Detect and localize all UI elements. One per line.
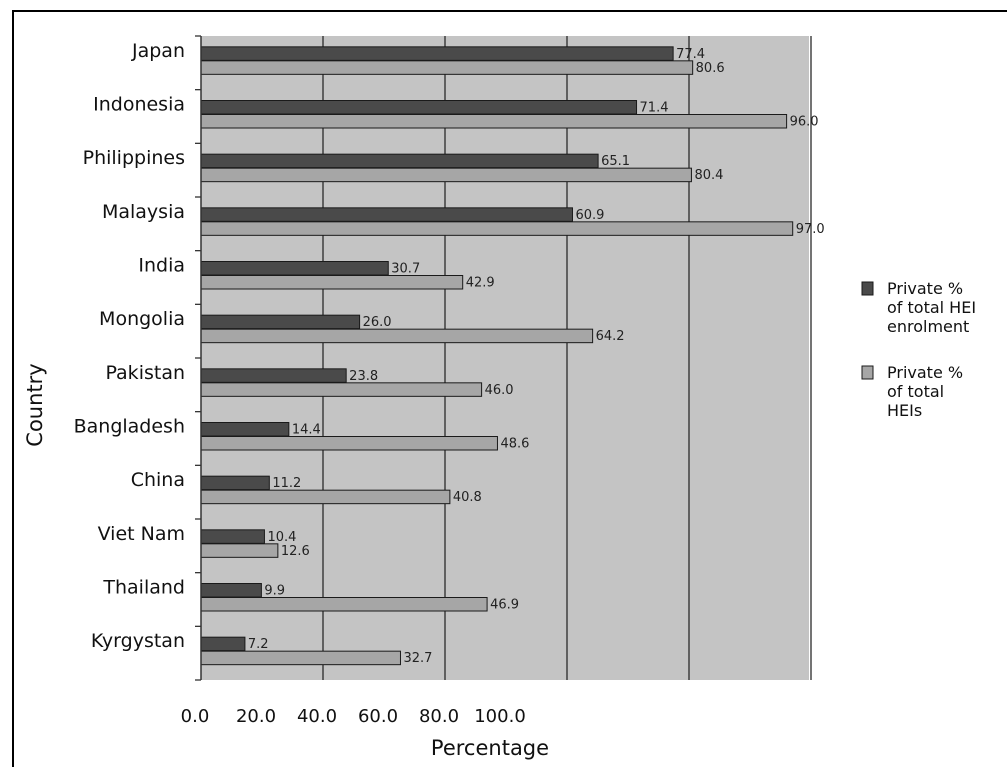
data-label: 80.6 bbox=[696, 61, 725, 76]
bar-heis bbox=[200, 328, 594, 344]
x-tick-label: 40.0 bbox=[297, 706, 337, 727]
data-label: 23.8 bbox=[349, 369, 378, 384]
data-label: 9.9 bbox=[264, 584, 285, 599]
x-tick-label: 100.0 bbox=[474, 706, 526, 727]
bar-enrolment bbox=[200, 475, 270, 491]
y-tick-label: Kyrgystan bbox=[91, 630, 185, 652]
data-label: 42.9 bbox=[466, 276, 495, 291]
bars bbox=[200, 46, 794, 666]
legend-label: of total bbox=[887, 382, 944, 401]
data-label: 80.4 bbox=[694, 168, 723, 183]
x-tick-label: 0.0 bbox=[181, 706, 210, 727]
data-label: 71.4 bbox=[640, 101, 669, 116]
legend-label: Private % bbox=[887, 363, 963, 382]
bar-enrolment bbox=[200, 422, 290, 437]
x-tick-label: 60.0 bbox=[358, 706, 398, 727]
data-label: 64.2 bbox=[596, 329, 625, 344]
data-label: 96.0 bbox=[790, 115, 819, 130]
data-label: 77.4 bbox=[676, 47, 705, 62]
x-axis-label: Percentage bbox=[431, 736, 549, 760]
data-label: 7.2 bbox=[248, 637, 269, 652]
data-label: 11.2 bbox=[272, 476, 301, 491]
bar-enrolment bbox=[200, 636, 246, 652]
x-axis-ticks: 0.0 20.0 40.0 60.0 80.0 100.0 bbox=[181, 706, 526, 727]
bar-enrolment bbox=[200, 207, 573, 222]
data-label: 14.4 bbox=[292, 423, 321, 438]
x-tick-label: 20.0 bbox=[236, 706, 276, 727]
legend-label: Private % bbox=[887, 279, 963, 298]
bar-heis bbox=[200, 167, 692, 183]
bar-enrolment bbox=[200, 368, 347, 383]
x-tick-label: 80.0 bbox=[419, 706, 459, 727]
data-label: 40.8 bbox=[453, 490, 482, 505]
plot-area bbox=[201, 36, 809, 680]
bar-heis bbox=[200, 221, 794, 236]
y-axis-label: Country bbox=[23, 363, 47, 446]
data-label: 12.6 bbox=[281, 544, 310, 559]
bar-heis bbox=[200, 275, 464, 290]
data-label: 97.0 bbox=[796, 222, 825, 237]
y-tick-label: India bbox=[138, 255, 185, 277]
data-label: 60.9 bbox=[575, 208, 604, 223]
bar-heis bbox=[200, 543, 279, 558]
data-label: 46.9 bbox=[490, 598, 519, 613]
bar-heis bbox=[200, 597, 488, 612]
y-axis-ticks: Japan Indonesia Philippines Malaysia India Mo… bbox=[74, 35, 201, 681]
bar-heis bbox=[200, 650, 401, 666]
bar-enrolment bbox=[200, 46, 674, 61]
data-label: 48.6 bbox=[500, 437, 529, 452]
legend-label: enrolment bbox=[887, 317, 969, 336]
bar-enrolment bbox=[200, 261, 389, 276]
y-tick-label: Japan bbox=[131, 40, 185, 62]
legend-swatch bbox=[861, 365, 874, 380]
bar-labels: 77.480.6 71.4 96.0 65.1 80.4 60.9 97.0 30.7 42.9… bbox=[248, 47, 825, 666]
legend-label: HEIs bbox=[887, 401, 922, 420]
y-tick-label: Viet Nam bbox=[98, 523, 185, 545]
bar-enrolment bbox=[200, 100, 638, 115]
data-label: 65.1 bbox=[601, 154, 630, 169]
gridlines bbox=[322, 36, 812, 680]
data-label: 30.7 bbox=[391, 262, 420, 277]
legend-swatch bbox=[861, 281, 874, 296]
bar-heis bbox=[200, 382, 483, 397]
bar-enrolment bbox=[200, 153, 599, 169]
bar-heis bbox=[200, 489, 451, 505]
y-tick-label: Mongolia bbox=[99, 308, 185, 330]
legend-label: of total HEI bbox=[887, 298, 976, 317]
y-tick-label: Philippines bbox=[83, 147, 185, 169]
data-label: 32.7 bbox=[403, 651, 432, 666]
y-tick-label: Bangladesh bbox=[74, 416, 185, 438]
y-tick-label: Pakistan bbox=[105, 362, 185, 384]
bar-heis bbox=[200, 114, 788, 129]
data-label: 10.4 bbox=[267, 530, 296, 545]
y-tick-label: Indonesia bbox=[93, 94, 185, 116]
bar-heis bbox=[200, 60, 694, 75]
bar-heis bbox=[200, 436, 498, 451]
bar-enrolment bbox=[200, 583, 262, 598]
bar-enrolment bbox=[200, 314, 361, 330]
bar-enrolment bbox=[200, 529, 265, 544]
data-label: 26.0 bbox=[363, 315, 392, 330]
y-tick-label: Thailand bbox=[102, 577, 185, 599]
y-tick-label: China bbox=[131, 469, 185, 491]
y-tick-label: Malaysia bbox=[102, 201, 185, 223]
data-label: 46.0 bbox=[485, 383, 514, 398]
